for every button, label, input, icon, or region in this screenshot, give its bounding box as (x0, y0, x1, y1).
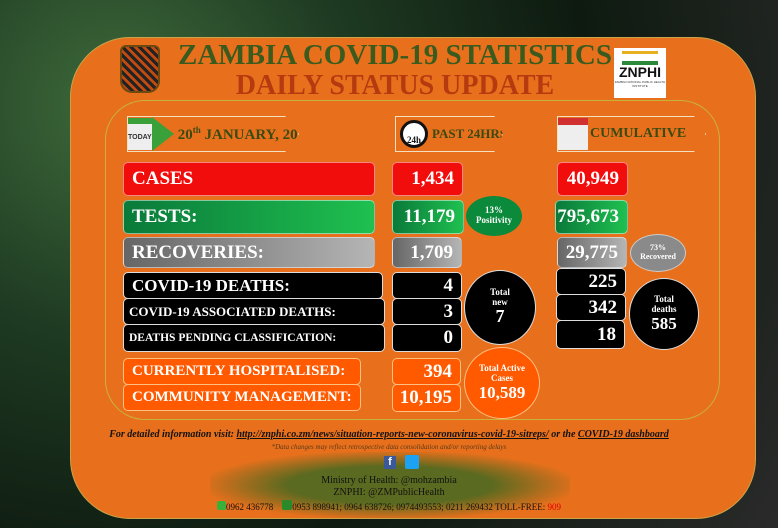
play-arrow-icon (151, 117, 174, 151)
znphi-logo: ZNPHI ZAMBIA NATIONAL PUBLIC HEALTH INST… (614, 48, 666, 98)
recovered-badge: 73% Recovered (630, 234, 686, 272)
positivity-badge: 13% Positivity (466, 196, 522, 236)
dashboard-link[interactable]: COVID-19 dashboard (577, 429, 669, 440)
whatsapp-icon (216, 501, 226, 510)
pending-deaths-label: DEATHS PENDING CLASSIFICATION: (123, 324, 385, 352)
total-deaths-circle: Total deaths 585 (629, 278, 699, 350)
tests-past: 11,179 (392, 200, 464, 234)
deaths-past: 4 (392, 272, 462, 299)
hospitalised-past: 394 (392, 358, 461, 385)
coat-of-arms-logo (120, 45, 160, 93)
page-subtitle: DAILY STATUS UPDATE (235, 70, 555, 101)
znphi-handle: ZNPHI: @ZMPublicHealth (333, 487, 445, 498)
associated-deaths-cumulative: 342 (556, 294, 626, 321)
associated-deaths-past: 3 (392, 298, 462, 325)
calendar-icon (558, 118, 588, 150)
phone-icon (282, 500, 293, 510)
stats-panel (105, 100, 720, 420)
cases-label: CASES (123, 162, 375, 196)
tests-label: TESTS: (123, 200, 375, 234)
deaths-cumulative: 225 (556, 268, 626, 295)
total-active-cases-circle: Total Active Cases 10,589 (464, 347, 540, 419)
pending-deaths-past: 0 (392, 324, 462, 352)
pending-deaths-cumulative: 18 (556, 320, 625, 349)
today-calendar-icon: TODAY (128, 118, 152, 150)
recoveries-label: RECOVERIES: (123, 237, 375, 268)
total-new-deaths-circle: Total new 7 (464, 270, 536, 345)
recoveries-cumulative: 29,775 (557, 237, 627, 268)
data-note: *Data changes may reflect retrospective … (271, 443, 507, 451)
cases-cumulative: 40,949 (557, 162, 628, 196)
cumulative-header: CUMULATIVE (557, 116, 706, 152)
recoveries-past: 1,709 (392, 237, 462, 268)
past-24hrs-header: 24h PAST 24HRS (395, 116, 503, 152)
clock-24h-icon: 24h (400, 120, 428, 148)
date-header: TODAY 20th JANUARY, 2021 (127, 116, 299, 152)
moh-handle: Ministry of Health: @mohzambia (321, 475, 457, 486)
twitter-icon[interactable] (405, 455, 419, 469)
community-management-past: 10,195 (392, 384, 461, 412)
deaths-label: COVID-19 DEATHS: (123, 272, 383, 299)
facebook-icon[interactable]: f (384, 456, 396, 469)
tests-cumulative: 795,673 (555, 200, 628, 234)
page-title: ZAMBIA COVID-19 STATISTICS (177, 39, 613, 71)
contact-line: 0962 436778 0953 898941; 0964 638726; 09… (0, 500, 778, 513)
sitreps-link[interactable]: http://znphi.co.zm/news/situation-report… (236, 429, 549, 440)
info-line: For detailed information visit: http://z… (109, 429, 669, 440)
associated-deaths-label: COVID-19 ASSOCIATED DEATHS: (123, 298, 385, 325)
hospitalised-label: CURRENTLY HOSPITALISED: (123, 358, 361, 385)
cases-past: 1,434 (392, 162, 463, 196)
community-management-label: COMMUNITY MANAGEMENT: (123, 384, 361, 411)
